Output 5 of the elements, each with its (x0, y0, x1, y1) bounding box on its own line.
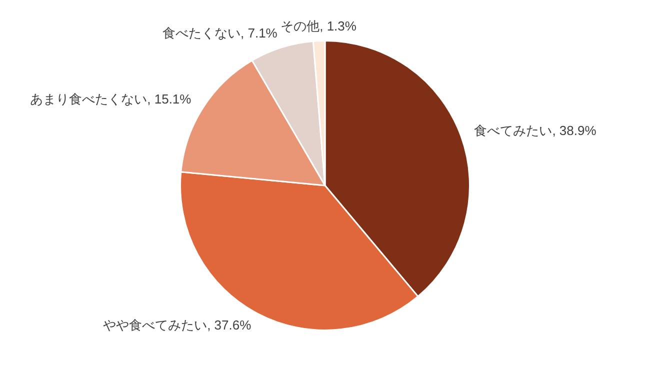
slice-label: その他, 1.3% (280, 18, 357, 34)
slice-label: 食べてみたい, 38.9% (474, 122, 597, 138)
slice-label: やや食べてみたい, 37.6% (103, 318, 252, 333)
slice-label: あまり食べたくない, 15.1% (30, 92, 192, 107)
slice-label: 食べたくない, 7.1% (162, 26, 278, 41)
